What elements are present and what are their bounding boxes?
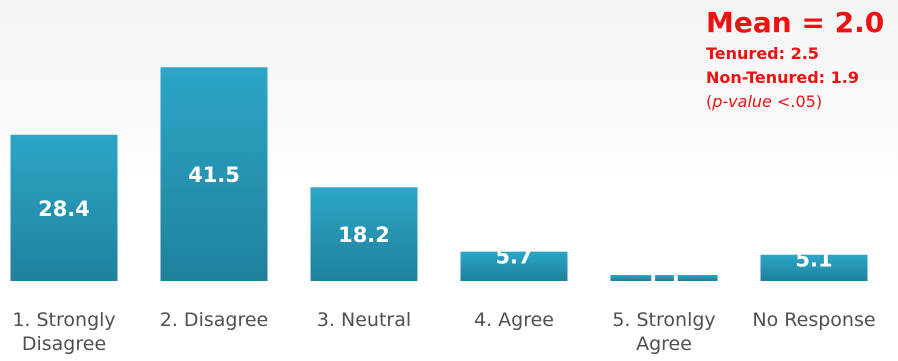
bar-value-label-2: 41.5 xyxy=(188,163,240,187)
bars-layer: 28.4 41.5 18.2 5.7 1.1 5.1 xyxy=(10,67,868,292)
mean-text: Mean = 2.0 xyxy=(706,6,885,39)
category-labels-layer: 1. Strongly Disagree 2. Disagree 3. Neutral… xyxy=(12,309,875,355)
bar-6 xyxy=(760,254,868,281)
category-label-1: 1. Strongly Disagree xyxy=(12,309,115,355)
category-label-4: 4. Agree xyxy=(474,309,554,331)
category-label-6: No Response xyxy=(752,309,875,331)
bar-value-label-4: 5.7 xyxy=(495,245,532,269)
bar-value-label-5: 1.1 xyxy=(645,268,682,292)
stats-annotation: Mean = 2.0 Tenured: 2.5 Non-Tenured: 1.9… xyxy=(706,4,896,114)
bar-3 xyxy=(310,187,418,281)
bar-1 xyxy=(10,134,118,281)
category-label-2: 2. Disagree xyxy=(160,309,268,331)
pvalue-open: ( xyxy=(706,92,713,111)
tenured-text: Tenured: 2.5 xyxy=(706,44,819,63)
category-label-3: 3. Neutral xyxy=(317,309,411,331)
bar-value-label-6: 5.1 xyxy=(795,248,832,272)
non-tenured-text: Non-Tenured: 1.9 xyxy=(706,68,859,87)
bar-value-label-1: 28.4 xyxy=(38,197,90,221)
bar-value-label-3: 18.2 xyxy=(338,223,390,247)
bar-5 xyxy=(610,275,718,281)
bar-4 xyxy=(460,251,568,281)
bar-2 xyxy=(160,67,268,282)
pvalue-rest: <.05) xyxy=(771,92,823,111)
pvalue-text: (p-value <.05) xyxy=(706,90,896,114)
category-label-5: 5. Stronlgy Agree xyxy=(612,309,715,355)
pvalue-italic: p-value xyxy=(712,92,772,111)
